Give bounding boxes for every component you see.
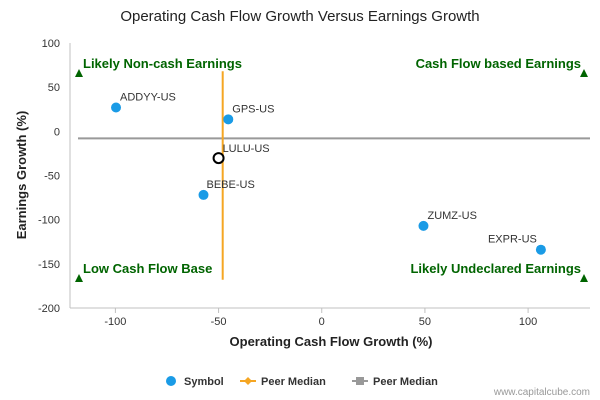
triangle-marker-bottom-right: [580, 273, 588, 282]
y-tick-label: 100: [42, 38, 60, 50]
x-tick-label: 0: [319, 316, 325, 328]
legend-square-marker: [356, 377, 364, 385]
legend-label: Peer Median: [373, 376, 438, 388]
y-tick-label: 50: [48, 82, 60, 94]
data-points: ADDYY-US GPS-US LULU-US BEBE-US ZUMZ-US EXPR-…: [111, 91, 546, 255]
legend: Symbol Peer Median Peer Median: [166, 376, 438, 388]
data-point-label: EXPR-US: [488, 234, 537, 246]
quadrant-labels: Likely Non-cash Earnings Cash Flow based …: [75, 56, 588, 282]
y-tick-label: -100: [38, 215, 60, 227]
axes: [69, 43, 590, 309]
x-tick-label: 50: [419, 316, 431, 328]
legend-diamond-marker: [244, 377, 252, 385]
y-axis-title: Earnings Growth (%): [14, 111, 29, 240]
data-point: [223, 114, 234, 125]
triangle-marker-top-right: [580, 69, 588, 78]
data-point: [111, 102, 122, 113]
quadrant-label-bottom-left: Low Cash Flow Base: [83, 261, 212, 276]
peer-median-lines: [78, 71, 590, 280]
y-tick-label: -200: [38, 303, 60, 315]
quadrant-label-top-left: Likely Non-cash Earnings: [83, 56, 242, 71]
x-tick-label: 100: [519, 316, 537, 328]
y-tick-labels: 100 50 0 -50 -100 -150 -200: [38, 38, 60, 315]
y-tick-label: 0: [54, 126, 60, 138]
quadrant-label-top-right: Cash Flow based Earnings: [416, 56, 581, 71]
data-point-label: BEBE-US: [207, 179, 255, 191]
y-tick-label: -150: [38, 259, 60, 271]
x-axis-title: Operating Cash Flow Growth (%): [230, 334, 433, 349]
x-tick-labels: -100 -50 0 50 100: [104, 308, 537, 328]
data-point-highlight: [212, 152, 225, 165]
legend-label: Symbol: [184, 376, 224, 388]
triangle-marker-bottom-left: [75, 273, 83, 282]
legend-label: Peer Median: [261, 376, 326, 388]
x-tick-label: -50: [211, 316, 227, 328]
data-point: [418, 220, 429, 231]
data-point-label: ZUMZ-US: [427, 210, 477, 222]
credit-text: www.capitalcube.com: [493, 387, 590, 398]
y-tick-label: -50: [44, 171, 60, 183]
triangle-marker-top-left: [75, 69, 83, 78]
chart-title: Operating Cash Flow Growth Versus Earnin…: [120, 8, 479, 25]
data-point-label: GPS-US: [232, 103, 274, 115]
data-point-label: ADDYY-US: [120, 91, 176, 103]
quadrant-label-bottom-right: Likely Undeclared Earnings: [410, 261, 581, 276]
legend-symbol-marker: [166, 376, 176, 386]
data-point-label: LULU-US: [223, 143, 270, 155]
data-point: [198, 189, 209, 200]
x-tick-label: -100: [104, 316, 126, 328]
data-point: [535, 244, 546, 255]
